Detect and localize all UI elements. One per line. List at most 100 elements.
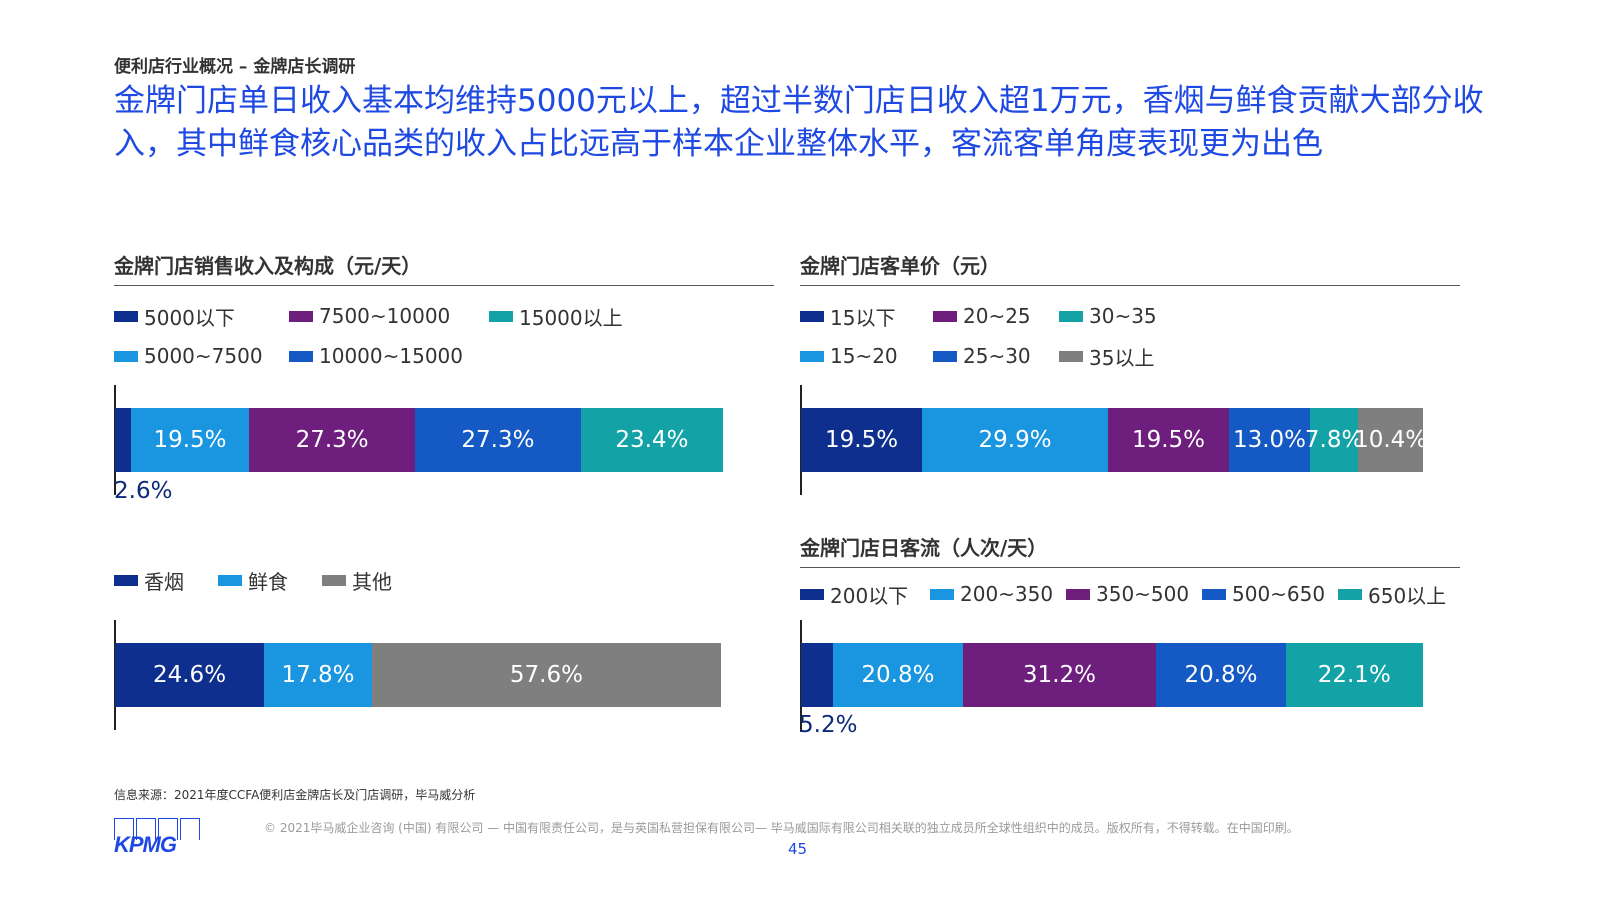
- legend-swatch: [800, 310, 824, 322]
- traffic-chart-title: 金牌门店日客流（人次/天）: [800, 532, 1460, 568]
- data-label-outside-revenue: 2.6%: [114, 478, 173, 504]
- revenue-axis: [114, 385, 116, 495]
- bar-segment-revenue-2: 27.3%: [249, 408, 416, 472]
- revenue-legend: 5000以下 7500~10000 15000以上 5000~7500 10000~15…: [114, 304, 774, 384]
- bar-segment-price-5: 10.4%: [1354, 408, 1427, 472]
- price-bar: 19.5% 29.9% 19.5% 13.0% 7.8% 10.4%: [801, 408, 1427, 472]
- legend-label: 15以下: [830, 305, 896, 330]
- legend-label: 其他: [352, 569, 392, 594]
- copyright-note: © 2021毕马威企业咨询 (中国) 有限公司 — 中国有限责任公司，是与英国私…: [264, 821, 1299, 835]
- traffic-legend: 200以下 200~350 350~500 500~650 650以上: [800, 582, 1460, 622]
- bar-segment-traffic-2: 31.2%: [962, 643, 1157, 707]
- logo-boxes-icon: [114, 818, 200, 840]
- source-note: 信息来源：2021年度CCFA便利店金牌店长及门店调研，毕马威分析: [114, 788, 476, 802]
- data-label: 23.4%: [615, 427, 689, 453]
- legend-row: 5000以下 7500~10000 15000以上: [114, 304, 774, 344]
- data-label: 27.3%: [461, 427, 535, 453]
- data-label: 31.2%: [1022, 662, 1096, 688]
- kpmg-logo: KPMG: [114, 818, 200, 858]
- legend-label: 5000以下: [144, 305, 235, 330]
- legend-swatch: [218, 574, 242, 586]
- legend-swatch: [1066, 588, 1090, 600]
- data-label: 10.4%: [1354, 427, 1428, 453]
- legend-swatch: [289, 310, 313, 322]
- logo-text: KPMG: [114, 832, 177, 857]
- legend-item-composition-0: 香烟: [114, 568, 184, 594]
- bar-segment-revenue-1: 19.5%: [130, 408, 250, 472]
- data-label-outside-traffic: 5.2%: [799, 712, 858, 738]
- legend-row: 5000~7500 10000~15000: [114, 344, 774, 384]
- data-label: 13.0%: [1232, 427, 1307, 453]
- legend-label: 香烟: [144, 569, 184, 594]
- bar-segment-price-3: 13.0%: [1229, 408, 1310, 472]
- legend-item-revenue-2: 7500~10000: [289, 304, 450, 328]
- legend-row: 香烟 鲜食 其他: [114, 568, 774, 608]
- legend-swatch: [114, 574, 138, 586]
- legend-swatch: [289, 350, 313, 362]
- legend-swatch: [1059, 310, 1083, 322]
- legend-row: 15以下 20~25 30~35: [800, 304, 1460, 344]
- composition-bar: 24.6% 17.8% 57.6%: [115, 643, 721, 707]
- data-label: 19.5%: [825, 427, 899, 453]
- legend-label: 35以上: [1089, 345, 1155, 370]
- legend-swatch: [800, 588, 824, 600]
- data-label: 29.9%: [978, 427, 1052, 453]
- legend-label: 650以上: [1368, 583, 1447, 608]
- legend-swatch: [322, 574, 346, 586]
- revenue-chart-title: 金牌门店销售收入及构成（元/天）: [114, 250, 774, 286]
- legend-item-revenue-1: 5000~7500: [114, 344, 263, 368]
- price-chart-title: 金牌门店客单价（元）: [800, 250, 1460, 286]
- legend-swatch: [489, 310, 513, 322]
- composition-axis: [114, 620, 116, 730]
- bar-segment-traffic-1: 20.8%: [833, 643, 963, 707]
- data-label: 57.6%: [509, 662, 583, 688]
- legend-item-price-0: 15以下: [800, 304, 896, 330]
- legend-item-price-4: 30~35: [1059, 304, 1157, 328]
- data-label: 7.8%: [1304, 427, 1364, 453]
- legend-item-revenue-0: 5000以下: [114, 304, 235, 330]
- legend-item-traffic-3: 500~650: [1202, 582, 1325, 606]
- bar-segment-revenue-3: 27.3%: [415, 408, 581, 472]
- price-legend: 15以下 20~25 30~35 15~20 25~30 35以上: [800, 304, 1460, 384]
- legend-swatch: [114, 350, 138, 362]
- legend-label: 15000以上: [519, 305, 623, 330]
- bar-segment-price-0: 19.5%: [801, 408, 923, 472]
- composition-legend: 香烟 鲜食 其他: [114, 568, 774, 608]
- legend-item-price-5: 35以上: [1059, 344, 1155, 370]
- legend-swatch: [933, 350, 957, 362]
- legend-label: 鲜食: [248, 569, 288, 594]
- legend-label: 7500~10000: [319, 304, 451, 328]
- legend-label: 200~350: [960, 582, 1054, 606]
- legend-swatch: [930, 588, 954, 600]
- legend-item-traffic-4: 650以上: [1338, 582, 1447, 608]
- data-label: 24.6%: [152, 662, 227, 688]
- bar-segment-composition-2: 57.6%: [371, 643, 721, 707]
- legend-label: 5000~7500: [144, 344, 263, 368]
- traffic-axis: [800, 620, 802, 732]
- page-number: 45: [788, 840, 808, 858]
- legend-item-revenue-3: 10000~15000: [289, 344, 463, 368]
- legend-swatch: [114, 310, 138, 322]
- legend-label: 25~30: [963, 344, 1031, 368]
- legend-label: 500~650: [1232, 582, 1326, 606]
- legend-item-traffic-1: 200~350: [930, 582, 1053, 606]
- legend-item-traffic-2: 350~500: [1066, 582, 1189, 606]
- legend-label: 20~25: [963, 304, 1031, 328]
- data-label: 27.3%: [295, 427, 369, 453]
- section-label: 便利店行业概况 – 金牌店长调研: [114, 57, 356, 77]
- legend-label: 10000~15000: [319, 344, 464, 368]
- legend-item-price-3: 25~30: [933, 344, 1031, 368]
- revenue-bar: 19.5% 27.3% 27.3% 23.4%: [115, 408, 723, 472]
- legend-label: 30~35: [1089, 304, 1157, 328]
- page-headline: 金牌门店单日收入基本均维持5000元以上，超过半数门店日收入超1万元，香烟与鲜食…: [114, 83, 1484, 162]
- bar-segment-revenue-4: 23.4%: [580, 408, 723, 472]
- legend-label: 200以下: [830, 583, 909, 608]
- legend-row: 200以下 200~350 350~500 500~650 650以上: [800, 582, 1460, 622]
- legend-swatch: [1202, 588, 1226, 600]
- data-label: 20.8%: [1184, 662, 1258, 688]
- traffic-bar: 20.8% 31.2% 20.8% 22.1%: [801, 643, 1423, 707]
- legend-swatch: [1059, 350, 1083, 362]
- legend-swatch: [1338, 588, 1362, 600]
- legend-item-price-1: 15~20: [800, 344, 898, 368]
- data-label: 19.5%: [153, 427, 227, 453]
